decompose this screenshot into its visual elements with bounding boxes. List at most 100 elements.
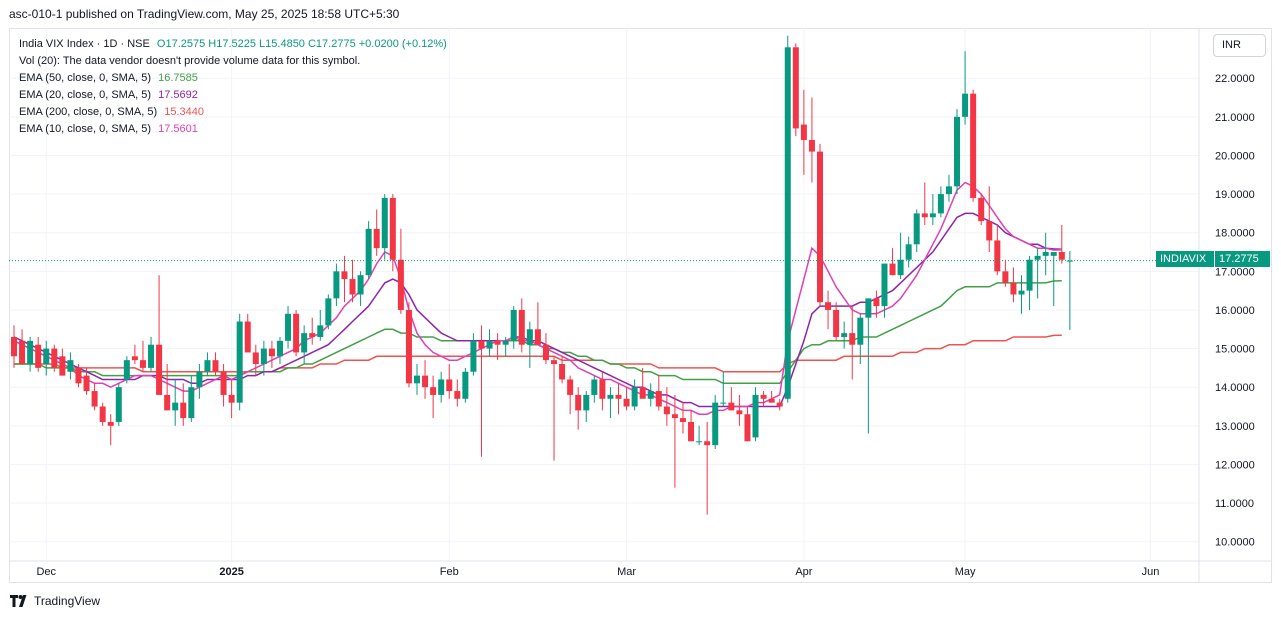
candle-body	[462, 371, 469, 399]
candle	[220, 364, 227, 407]
candle	[817, 143, 823, 307]
candle	[341, 255, 348, 303]
candle-body	[679, 418, 686, 422]
candle	[631, 379, 638, 411]
candle	[833, 302, 840, 341]
price-axis: 10.0000 11.0000 12.0000 13.0000 14.0000 15.00…	[1198, 28, 1255, 583]
candle-body	[994, 240, 1001, 272]
candle-body	[43, 348, 50, 365]
ema200-label: EMA (200, close, 0, SMA, 5)	[19, 106, 158, 118]
published-caption: asc-010-1 published on TradingView.com, …	[9, 7, 400, 21]
candle-body	[293, 313, 300, 353]
candle-body	[1002, 271, 1009, 283]
legend-ema20-row[interactable]: EMA (20, close, 0, SMA, 5) 17.5692	[19, 87, 447, 104]
price-chart[interactable]: 10.0000 11.0000 12.0000 13.0000 14.0000 15.00…	[9, 28, 1272, 583]
candle	[978, 194, 985, 225]
candle	[921, 182, 928, 225]
candle-body	[99, 406, 106, 422]
y-tick-label: 12.0000	[1215, 459, 1255, 471]
currency-button[interactable]: INR	[1213, 34, 1266, 57]
legend-ema200-row[interactable]: EMA (200, close, 0, SMA, 5) 15.3440	[19, 104, 447, 121]
candle	[107, 414, 114, 446]
candles	[11, 35, 1073, 515]
legend-ema10-row[interactable]: EMA (10, close, 0, SMA, 5) 17.5601	[19, 121, 447, 138]
candle	[422, 360, 429, 399]
candle-body	[889, 263, 896, 276]
candle	[1010, 267, 1017, 303]
legend-volume-row[interactable]: Vol (20): The data vendor doesn't provid…	[19, 55, 361, 67]
symbol-price-tag: INDIAVIX	[1156, 251, 1214, 267]
candle	[518, 298, 525, 353]
candle	[970, 89, 977, 202]
candle	[800, 89, 807, 175]
candle	[768, 391, 775, 403]
legend-symbol-row[interactable]: India VIX Index · 1D · NSE O17.2575 H17.…	[19, 36, 447, 53]
candle	[244, 313, 251, 353]
candle-body	[784, 47, 791, 399]
y-tick-label: 13.0000	[1215, 421, 1255, 433]
candle-body	[865, 298, 872, 318]
candle-body	[857, 317, 864, 345]
candle	[1066, 251, 1073, 330]
candle-body	[430, 387, 437, 395]
candle	[67, 352, 74, 380]
candle-body	[148, 344, 155, 368]
candle	[309, 317, 316, 345]
candle	[301, 325, 308, 365]
candle-body	[486, 340, 493, 349]
candle-body	[583, 394, 590, 411]
tradingview-brand[interactable]: TradingView	[10, 594, 100, 608]
candle	[889, 248, 896, 276]
candle-body	[317, 325, 324, 337]
candle	[156, 275, 163, 395]
candle-body	[381, 197, 388, 249]
candle	[575, 387, 582, 430]
symbol-title: India VIX Index · 1D · NSE	[19, 38, 150, 50]
candle-body	[131, 356, 138, 361]
candle	[849, 306, 856, 380]
candle-body	[172, 402, 179, 411]
candle-body	[760, 394, 767, 399]
candle	[196, 364, 203, 399]
candle-body	[631, 387, 638, 407]
candle-body	[607, 394, 614, 399]
candle	[551, 356, 558, 461]
candle-body	[341, 271, 348, 280]
candle-body	[27, 340, 34, 365]
candle	[913, 209, 920, 253]
y-tick-label: 20.0000	[1215, 150, 1255, 162]
candle	[325, 294, 332, 330]
candle-body	[1026, 259, 1033, 291]
candle-body	[188, 387, 195, 419]
candle	[688, 410, 695, 442]
x-tick-label: 2025	[219, 566, 243, 578]
x-tick-label: Feb	[440, 566, 459, 578]
candle-body	[107, 421, 114, 426]
candle	[389, 194, 396, 272]
candle	[954, 109, 961, 195]
candle-body	[776, 402, 783, 407]
candle	[470, 333, 477, 376]
candle-body	[978, 197, 985, 222]
candle	[276, 336, 283, 365]
candle	[704, 421, 711, 515]
candle-body	[881, 263, 888, 307]
candle	[59, 348, 66, 376]
candle	[19, 329, 26, 365]
candle	[865, 298, 872, 434]
ema10-value: 17.5601	[158, 123, 198, 135]
candle	[607, 387, 614, 419]
candle-body	[309, 333, 316, 337]
x-tick-label: Jun	[1142, 566, 1160, 578]
candle	[647, 383, 654, 407]
legend-ema50-row[interactable]: EMA (50, close, 0, SMA, 5) 16.7585	[19, 70, 447, 87]
x-tick-label: Dec	[36, 566, 56, 578]
candle-body	[19, 340, 26, 365]
y-tick-label: 17.0000	[1215, 266, 1255, 278]
ema-200-series	[14, 334, 1062, 373]
candle	[486, 329, 493, 357]
candle	[43, 340, 50, 376]
candle-body	[913, 213, 920, 245]
candle-body	[252, 352, 259, 365]
candle-body	[75, 367, 82, 384]
